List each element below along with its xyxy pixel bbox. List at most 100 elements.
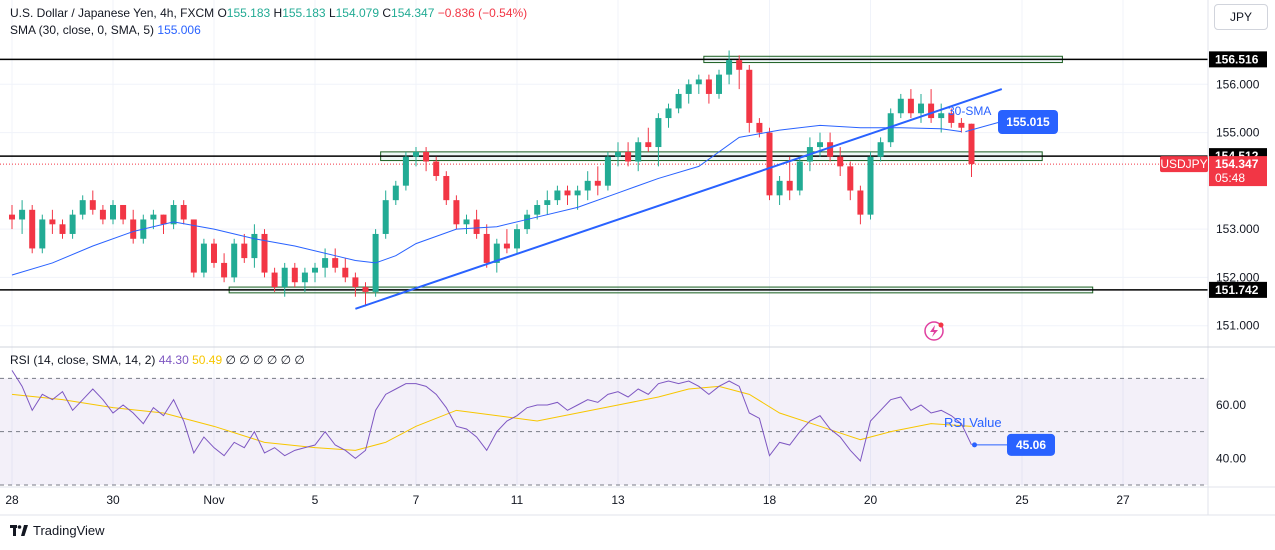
candle-body (301, 272, 308, 283)
rsi-pane (0, 370, 1208, 486)
candle-body (392, 185, 399, 201)
candle-body (382, 200, 389, 234)
horizontal-levels: 156.516154.512151.742 (0, 51, 1267, 298)
candle-body (958, 122, 965, 128)
y-tick-label: 156.000 (1216, 77, 1260, 91)
events-icon-bolt (930, 325, 938, 337)
candle-body (756, 122, 763, 133)
candle-body (271, 272, 278, 288)
candle-body (716, 74, 722, 94)
candle-body (746, 69, 753, 123)
x-tick-label: Nov (203, 493, 224, 507)
candle-body (120, 204, 127, 220)
sma-callout-value: 155.015 (1006, 115, 1050, 129)
candle-body (857, 190, 864, 215)
candle-body (423, 151, 430, 162)
events-icon (924, 321, 944, 341)
candle-body (918, 103, 924, 114)
candle-body (402, 156, 409, 186)
symbol-tag-label: USDJPY (1160, 157, 1207, 171)
candle-body (554, 190, 561, 201)
candle-body (827, 142, 834, 157)
candle-body (817, 142, 823, 148)
candle-body (503, 243, 510, 249)
y-tick-label: 151.000 (1216, 319, 1260, 333)
level-price-label: 151.742 (1215, 283, 1259, 297)
candle-body (99, 209, 106, 220)
ohlc-high: 155.183 (282, 6, 326, 20)
candle-body (190, 219, 197, 273)
candle-body (837, 156, 844, 167)
tradingview-logo[interactable]: TradingView (10, 523, 105, 538)
candle-body (655, 118, 662, 148)
ohlc-close-label: C (382, 6, 392, 20)
x-tick-label: 7 (413, 493, 420, 507)
candle-body (796, 161, 803, 191)
candle-body (544, 200, 551, 205)
candle-body (39, 219, 46, 249)
candle-body (604, 156, 611, 186)
candle-body (79, 200, 86, 215)
candle-body (564, 190, 571, 196)
rsi-callout-label: RSI Value (944, 415, 1002, 430)
symbol-title: U.S. Dollar / Japanese Yen, 4h, FXCM (10, 6, 215, 20)
candle-body (483, 233, 490, 263)
symbol-tag (1160, 156, 1208, 173)
last-price-tag (1209, 156, 1267, 187)
candle-body (675, 93, 682, 109)
rsi-legend-placeholders: ∅ ∅ ∅ ∅ ∅ ∅ (225, 353, 305, 367)
candle-body (291, 267, 298, 283)
ohlc-open: 155.183 (226, 6, 271, 20)
candle-body (635, 142, 642, 162)
candle-body (584, 180, 591, 191)
x-tick-label: 27 (1116, 493, 1130, 507)
candle-body (352, 277, 359, 288)
y-tick-label: 152.000 (1216, 270, 1260, 284)
candle-body (200, 243, 207, 273)
rsi-legend-ma-value: 50.49 (192, 353, 223, 367)
rsi-callout-box (1007, 433, 1055, 456)
candle-body (473, 219, 480, 234)
candle-body (938, 113, 945, 119)
candle-body (241, 243, 248, 259)
candle-body (453, 200, 460, 225)
candle-body (736, 60, 743, 70)
trend-line[interactable] (355, 88, 1003, 310)
candle-body (180, 204, 187, 220)
currency-button[interactable]: JPY (1214, 4, 1268, 30)
sma-callout-leader (965, 121, 1001, 133)
callouts: 155.015 30-SMA 45.06 RSI Value USDJPY 154.347… (924, 104, 1267, 456)
candle-body (463, 219, 470, 225)
rsi-callout-value: 45.06 (1016, 438, 1046, 452)
last-price-label: 154.347 (1215, 157, 1259, 171)
x-tick-label: 30 (106, 493, 120, 507)
grid (0, 0, 1208, 487)
events-icon-ring (924, 321, 944, 341)
sma-legend: SMA (30, close, 0, SMA, 5) 155.006 (10, 23, 201, 37)
candle-body (524, 214, 531, 230)
sma-line (11, 124, 962, 276)
ohlc-high-label: H (273, 6, 283, 20)
x-tick-label: 28 (5, 493, 19, 507)
sma-legend-value: 155.006 (157, 23, 201, 37)
candle-body (685, 84, 692, 94)
candle-body (443, 176, 450, 201)
countdown-label: 05:48 (1215, 171, 1245, 185)
axes: 156.000 155.000 153.000 152.000 151.000 28 30 N… (0, 0, 1275, 516)
x-tick-label: 20 (864, 493, 878, 507)
ohlc-change: −0.836 (−0.54%) (437, 6, 528, 20)
candle-body (847, 166, 854, 191)
rsi-legend-label: RSI (14, close, SMA, 14, 2) (10, 353, 156, 367)
ohlc-close: 154.347 (391, 6, 435, 20)
rsi-y-tick-label: 40.00 (1216, 451, 1246, 465)
level-price-tag (1209, 51, 1267, 68)
y-tick-label: 155.000 (1216, 126, 1260, 140)
y-tick-label: 153.000 (1216, 222, 1260, 236)
candle-body (726, 60, 733, 75)
candle-body (150, 214, 157, 220)
candle-body (776, 180, 783, 196)
ohlc-low: 154.079 (335, 6, 380, 20)
candle-body (968, 123, 975, 165)
sma-callout-label: 30-SMA (948, 104, 991, 118)
